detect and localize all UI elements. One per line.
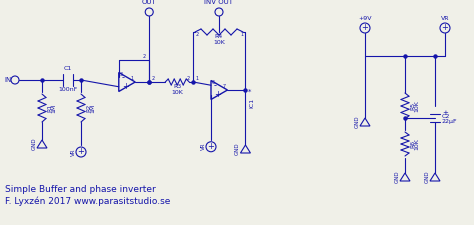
Text: VR: VR bbox=[71, 148, 75, 156]
Text: R4: R4 bbox=[215, 34, 223, 40]
Text: VR: VR bbox=[441, 16, 449, 21]
Text: GND: GND bbox=[394, 171, 400, 183]
Text: VR: VR bbox=[201, 143, 206, 151]
Text: 1: 1 bbox=[130, 76, 133, 81]
Text: R6: R6 bbox=[410, 140, 415, 148]
Text: Simple Buffer and phase inverter: Simple Buffer and phase inverter bbox=[5, 185, 156, 194]
Text: INV OUT: INV OUT bbox=[204, 0, 234, 5]
Text: 1: 1 bbox=[240, 32, 244, 38]
Text: GND: GND bbox=[31, 138, 36, 150]
Text: C1: C1 bbox=[64, 66, 72, 71]
Text: 2: 2 bbox=[143, 54, 146, 59]
Text: 10K: 10K bbox=[213, 40, 225, 45]
Text: GND: GND bbox=[425, 171, 429, 183]
Text: 7: 7 bbox=[222, 85, 226, 90]
Text: 1M: 1M bbox=[51, 103, 56, 113]
Text: C2: C2 bbox=[442, 113, 450, 119]
Text: 1M: 1M bbox=[90, 103, 95, 113]
Text: IC1: IC1 bbox=[249, 98, 255, 108]
Text: GND: GND bbox=[355, 116, 359, 128]
Text: *: * bbox=[247, 89, 251, 95]
Text: +: + bbox=[214, 90, 221, 99]
Text: +9V: +9V bbox=[358, 16, 372, 21]
Text: R2: R2 bbox=[86, 104, 91, 112]
Text: IN: IN bbox=[4, 77, 12, 83]
Text: +: + bbox=[442, 110, 448, 116]
Text: 10K: 10K bbox=[171, 90, 183, 94]
Text: 10K: 10K bbox=[414, 100, 419, 112]
Text: 22μF: 22μF bbox=[442, 119, 457, 124]
Text: GND: GND bbox=[235, 143, 240, 155]
Text: 2: 2 bbox=[187, 76, 190, 81]
Text: -: - bbox=[122, 73, 125, 82]
Text: 6: 6 bbox=[212, 80, 215, 85]
Text: 2: 2 bbox=[151, 76, 155, 81]
Text: 2: 2 bbox=[195, 32, 198, 38]
Text: -: - bbox=[214, 81, 217, 90]
Text: R5: R5 bbox=[410, 102, 415, 110]
Text: 1: 1 bbox=[195, 76, 198, 81]
Text: +: + bbox=[122, 82, 128, 91]
Text: 100nF: 100nF bbox=[58, 87, 78, 92]
Text: +: + bbox=[362, 23, 368, 32]
Text: F. Lyxzén 2017 www.parasitstudio.se: F. Lyxzén 2017 www.parasitstudio.se bbox=[5, 196, 170, 206]
Text: OUT: OUT bbox=[142, 0, 156, 5]
Text: +: + bbox=[442, 23, 448, 32]
Text: R1: R1 bbox=[47, 104, 52, 112]
Text: 10K: 10K bbox=[414, 138, 419, 150]
Text: R3: R3 bbox=[173, 85, 182, 90]
Text: 3: 3 bbox=[120, 72, 123, 77]
Text: +: + bbox=[208, 142, 214, 151]
Text: +: + bbox=[78, 148, 84, 157]
